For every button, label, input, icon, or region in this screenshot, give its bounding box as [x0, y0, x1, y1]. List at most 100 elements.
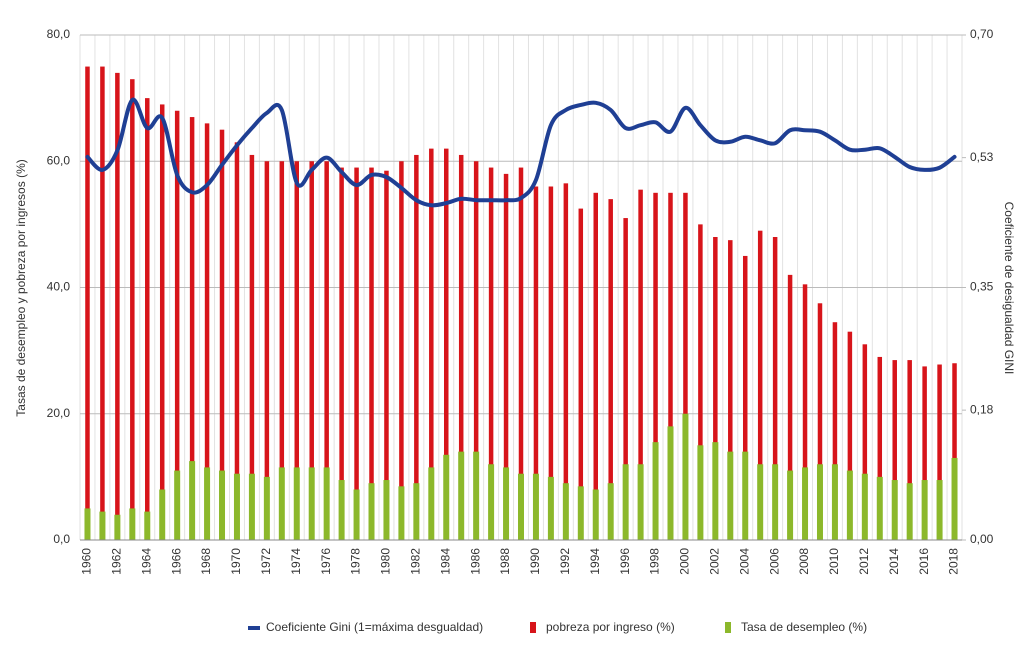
x-tick-label: 1988 [498, 548, 512, 575]
bar [891, 480, 898, 540]
bar [712, 442, 719, 540]
bar [592, 489, 599, 540]
bar [816, 464, 823, 540]
bar [503, 467, 510, 540]
y-tick-label: 60,0 [47, 153, 71, 167]
bar [219, 129, 225, 540]
bar [263, 476, 270, 540]
x-tick-label: 1994 [588, 548, 602, 575]
x-tick-label: 1970 [229, 548, 243, 575]
bar [85, 66, 90, 540]
bar [458, 154, 464, 540]
bar [428, 467, 435, 540]
x-tick-label: 1996 [618, 548, 632, 575]
x-tick-label: 1966 [169, 548, 183, 575]
x-tick-label: 1986 [468, 548, 482, 575]
bar [488, 464, 495, 540]
bar [353, 489, 360, 540]
legend-swatch [725, 622, 731, 633]
bar [368, 483, 375, 540]
bar [757, 230, 763, 540]
bar [129, 508, 136, 540]
bar [339, 167, 344, 540]
bar [144, 511, 151, 540]
bar [130, 79, 135, 540]
bar [921, 480, 928, 540]
x-tick-label: 1990 [528, 548, 542, 575]
bar [787, 274, 793, 540]
bar [323, 467, 330, 540]
legend-swatch [530, 622, 536, 633]
bar [533, 186, 539, 540]
bar [638, 189, 643, 540]
bar [159, 489, 166, 540]
bar [414, 154, 419, 540]
bar [398, 486, 405, 540]
bar [667, 426, 674, 540]
bar [338, 480, 345, 540]
bar [174, 110, 180, 540]
x-tick-label: 1976 [319, 548, 333, 575]
y2-tick-label: 0,00 [970, 532, 994, 546]
x-tick-label: 1984 [438, 548, 452, 575]
bar [532, 473, 539, 540]
bar [951, 457, 958, 540]
bar [278, 467, 285, 540]
x-tick-label: 1974 [289, 548, 303, 575]
bar [503, 173, 509, 540]
bar [577, 486, 584, 540]
bar [219, 470, 226, 540]
bar [399, 161, 404, 540]
bar [922, 366, 927, 540]
x-tick-label: 1972 [259, 548, 273, 575]
bar [578, 208, 584, 540]
bar [562, 483, 569, 540]
x-tick-label: 1998 [648, 548, 662, 575]
bar [637, 464, 644, 540]
x-tick-label: 1978 [349, 548, 363, 575]
bar [234, 142, 240, 540]
bar [623, 218, 628, 540]
bar [174, 470, 181, 540]
bar [100, 66, 105, 540]
bar [458, 451, 465, 540]
x-tick-label: 1992 [558, 548, 572, 575]
bar [653, 192, 658, 540]
x-tick-label: 2010 [827, 548, 841, 575]
bar [831, 464, 838, 540]
bar [354, 167, 359, 540]
bar [728, 240, 733, 540]
y2-tick-label: 0,18 [970, 402, 994, 416]
bar [383, 480, 390, 540]
bar [264, 161, 270, 540]
y-axis-label: Tasas de desempleo y pobreza por ingreso… [14, 159, 28, 416]
bar [787, 470, 794, 540]
bar [861, 473, 868, 540]
bar [429, 148, 434, 540]
bar [772, 464, 779, 540]
bar [608, 199, 613, 540]
bar [159, 104, 165, 540]
bar [892, 360, 897, 540]
x-tick-label: 2008 [797, 548, 811, 575]
bar [233, 473, 240, 540]
bar [324, 161, 329, 540]
bar [802, 284, 808, 540]
bar [114, 514, 121, 540]
bar [369, 167, 374, 540]
bar [713, 237, 718, 540]
bar [443, 454, 450, 540]
bar [757, 464, 764, 540]
bar [862, 344, 868, 540]
y-tick-label: 0,0 [53, 532, 70, 546]
bar [279, 161, 285, 540]
bar [742, 255, 748, 540]
bar [802, 467, 809, 540]
bar [248, 473, 255, 540]
x-tick-label: 2016 [917, 548, 931, 575]
y-tick-label: 20,0 [47, 406, 71, 420]
bar [115, 72, 120, 540]
x-tick-label: 2014 [887, 548, 901, 575]
bar [518, 473, 524, 540]
bar [727, 451, 734, 540]
